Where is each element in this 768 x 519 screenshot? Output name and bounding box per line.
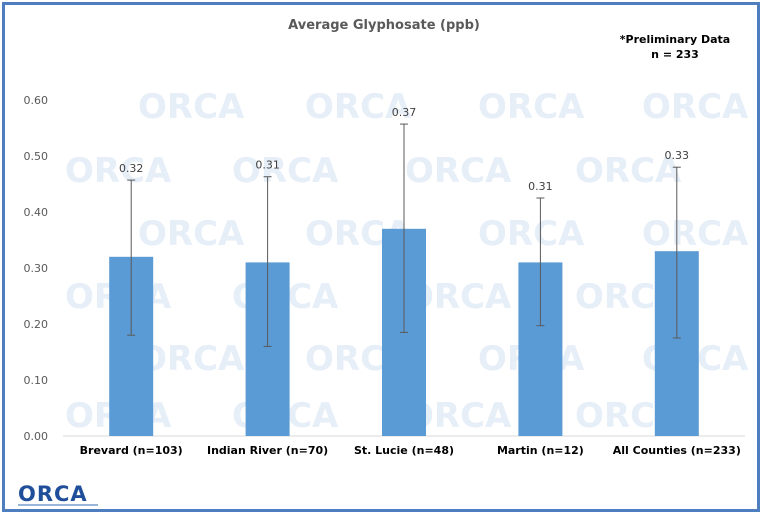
y-tick-label: 0.50: [24, 150, 49, 163]
watermark-text: ORCA: [138, 339, 245, 379]
watermark-text: ORCA: [642, 87, 749, 127]
data-label: 0.31: [255, 159, 280, 172]
watermark-text: ORCA: [138, 87, 245, 127]
data-label: 0.33: [665, 149, 690, 162]
watermark-text: ORCA: [642, 214, 749, 254]
x-tick-label: All Counties (n=233): [613, 444, 741, 457]
watermark-text: ORCA: [305, 87, 412, 127]
y-tick-label: 0.60: [24, 94, 49, 107]
data-label: 0.37: [392, 106, 417, 119]
preliminary-note-line1: *Preliminary Data: [619, 33, 731, 46]
orca-logo: ORCA: [18, 482, 88, 506]
watermark-text: ORCA: [478, 214, 585, 254]
y-tick-label: 0.10: [24, 374, 49, 387]
y-tick-label: 0.30: [24, 262, 49, 275]
watermark-text: ORCA: [478, 87, 585, 127]
x-tick-label: Brevard (n=103): [80, 444, 183, 457]
watermark-text: ORCA: [575, 151, 682, 191]
logo-underline: [18, 504, 98, 506]
data-label: 0.32: [119, 162, 144, 175]
chart-title: Average Glyphosate (ppb): [288, 18, 480, 33]
x-tick-label: Martin (n=12): [497, 444, 584, 457]
preliminary-note-line2: n = 233: [651, 48, 699, 61]
watermark-text: ORCA: [138, 214, 245, 254]
preliminary-note: *Preliminary Data n = 233: [600, 32, 750, 62]
watermark-text: ORCA: [405, 151, 512, 191]
data-label: 0.31: [528, 180, 553, 193]
labels-layer: 0.32 Brevard (n=103) 0.31 Indian River (n=7…: [80, 106, 741, 457]
x-tick-label: St. Lucie (n=48): [354, 444, 454, 457]
error-bars-layer: [127, 123, 681, 347]
x-tick-label: Indian River (n=70): [207, 444, 328, 457]
y-tick-label: 0.00: [24, 430, 49, 443]
watermark-text: ORCA: [232, 151, 339, 191]
y-tick-label: 0.40: [24, 206, 49, 219]
y-tick-label: 0.20: [24, 318, 49, 331]
watermark-text: ORCA: [65, 151, 172, 191]
